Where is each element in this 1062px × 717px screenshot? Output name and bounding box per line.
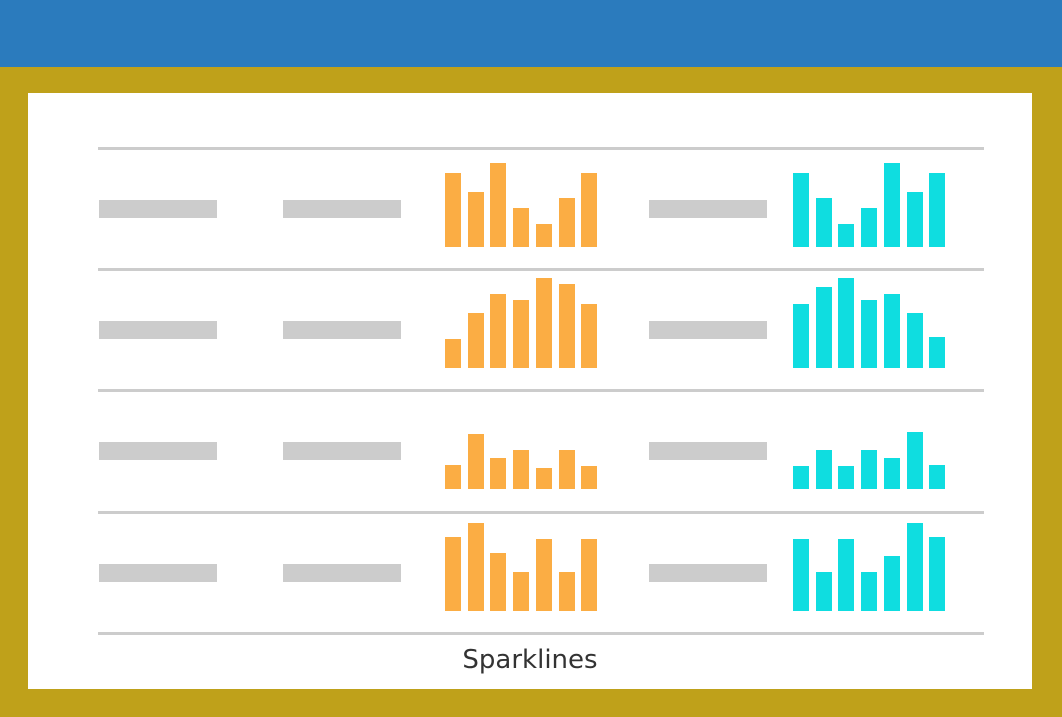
row-2-sparkline-a-bar-4 xyxy=(513,300,529,368)
row-4-sparkline-a-bar-3 xyxy=(490,553,506,611)
row-2-sparkline-a-bar-1 xyxy=(445,339,461,368)
row-1-col2-placeholder xyxy=(283,200,401,218)
row-3-sparkline-b-bar-7 xyxy=(929,465,945,489)
row-2-sparkline-a-bar-5 xyxy=(536,278,552,368)
row-1-sparkline-a-bar-7 xyxy=(581,173,597,247)
row-1-sparkline-b-bar-2 xyxy=(816,198,832,247)
row-2-sparkline-a-bar-3 xyxy=(490,294,506,368)
row-1-col1-placeholder xyxy=(99,200,217,218)
row-2-sparkline-b-bar-7 xyxy=(929,337,945,368)
row-3-sparkline-a-bar-6 xyxy=(559,450,575,489)
sparkline-panel: Sparklines xyxy=(28,93,1032,689)
row-4-sparkline-a-bar-6 xyxy=(559,572,575,611)
row-1-sparkline-b xyxy=(793,157,949,247)
row-2-sparkline-b-bar-6 xyxy=(907,313,923,368)
row-divider-5 xyxy=(98,632,984,635)
sparkline-table xyxy=(28,93,1032,689)
row-3-col2-placeholder xyxy=(283,442,401,460)
row-3-sparkline-b-bar-5 xyxy=(884,458,900,489)
row-4-sparkline-b-bar-5 xyxy=(884,556,900,611)
row-1-sparkline-a xyxy=(445,157,601,247)
row-4-sparkline-a-bar-2 xyxy=(468,523,484,611)
row-1-sparkline-b-bar-4 xyxy=(861,208,877,247)
row-4-sparkline-a xyxy=(445,521,601,611)
row-4-sparkline-b-bar-6 xyxy=(907,523,923,611)
top-bar xyxy=(0,0,1062,67)
row-1-sparkline-a-bar-5 xyxy=(536,224,552,247)
row-3-col1-placeholder xyxy=(99,442,217,460)
row-3-sparkline-b-bar-4 xyxy=(861,450,877,489)
row-4-sparkline-a-bar-5 xyxy=(536,539,552,611)
row-1-sparkline-b-bar-3 xyxy=(838,224,854,247)
row-3-sparkline-a-bar-4 xyxy=(513,450,529,489)
row-4-sparkline-b xyxy=(793,521,949,611)
row-3-sparkline-a xyxy=(445,399,601,489)
row-2-sparkline-a-bar-7 xyxy=(581,304,597,368)
row-2-sparkline-a-bar-6 xyxy=(559,284,575,368)
row-1-sparkline-a-bar-4 xyxy=(513,208,529,247)
row-3-sparkline-a-bar-5 xyxy=(536,468,552,489)
row-4-sparkline-b-bar-7 xyxy=(929,537,945,611)
row-4-sparkline-b-bar-3 xyxy=(838,539,854,611)
row-divider-2 xyxy=(98,268,984,271)
row-2-sparkline-a xyxy=(445,278,601,368)
row-divider-3 xyxy=(98,389,984,392)
row-1-sparkline-a-bar-1 xyxy=(445,173,461,247)
row-4-sparkline-a-bar-4 xyxy=(513,572,529,611)
row-3-sparkline-b-bar-2 xyxy=(816,450,832,489)
row-3-col4-placeholder xyxy=(649,442,767,460)
row-1-sparkline-a-bar-2 xyxy=(468,192,484,247)
row-2-sparkline-b-bar-3 xyxy=(838,278,854,368)
row-divider-4 xyxy=(98,511,984,514)
row-3-sparkline-a-bar-3 xyxy=(490,458,506,489)
row-2-col1-placeholder xyxy=(99,321,217,339)
row-1-sparkline-b-bar-7 xyxy=(929,173,945,247)
row-4-sparkline-b-bar-1 xyxy=(793,539,809,611)
row-3-sparkline-a-bar-7 xyxy=(581,466,597,489)
row-1-sparkline-b-bar-1 xyxy=(793,173,809,247)
row-4-sparkline-b-bar-2 xyxy=(816,572,832,611)
row-2-sparkline-b-bar-1 xyxy=(793,304,809,368)
caption: Sparklines xyxy=(462,645,598,675)
row-2-sparkline-b xyxy=(793,278,949,368)
row-1-sparkline-a-bar-6 xyxy=(559,198,575,247)
row-3-sparkline-a-bar-2 xyxy=(468,434,484,489)
row-3-sparkline-b-bar-1 xyxy=(793,466,809,489)
row-2-col4-placeholder xyxy=(649,321,767,339)
row-2-sparkline-b-bar-2 xyxy=(816,287,832,368)
row-4-col1-placeholder xyxy=(99,564,217,582)
row-3-sparkline-b-bar-3 xyxy=(838,466,854,489)
row-4-col4-placeholder xyxy=(649,564,767,582)
row-4-sparkline-a-bar-7 xyxy=(581,539,597,611)
row-2-col2-placeholder xyxy=(283,321,401,339)
row-3-sparkline-a-bar-1 xyxy=(445,465,461,489)
row-2-sparkline-a-bar-2 xyxy=(468,313,484,368)
row-divider-1 xyxy=(98,147,984,150)
row-2-sparkline-b-bar-5 xyxy=(884,294,900,368)
row-3-sparkline-b xyxy=(793,399,949,489)
row-1-sparkline-b-bar-6 xyxy=(907,192,923,247)
row-1-sparkline-a-bar-3 xyxy=(490,163,506,247)
row-3-sparkline-b-bar-6 xyxy=(907,432,923,489)
row-4-sparkline-a-bar-1 xyxy=(445,537,461,611)
row-2-sparkline-b-bar-4 xyxy=(861,300,877,368)
row-1-sparkline-b-bar-5 xyxy=(884,163,900,247)
row-1-col4-placeholder xyxy=(649,200,767,218)
row-4-col2-placeholder xyxy=(283,564,401,582)
row-4-sparkline-b-bar-4 xyxy=(861,572,877,611)
